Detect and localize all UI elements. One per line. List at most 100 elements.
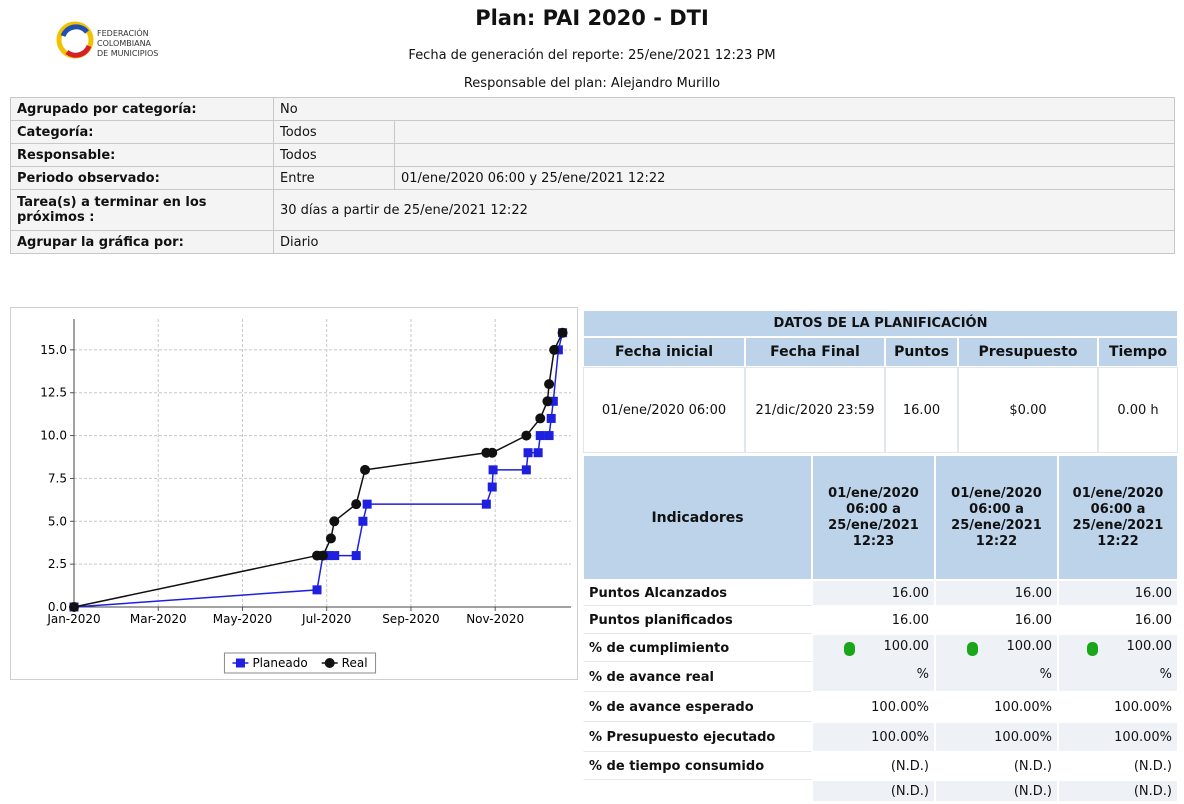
point [351,551,361,561]
point [488,465,498,475]
filters-table: Agrupado por categoría: No Categoría: Todo… [10,97,1175,254]
point [544,379,555,390]
point [317,550,328,561]
column-value: $0.00 [958,367,1098,453]
point [358,516,368,526]
legend-label: Real [342,656,368,670]
indicator-value: 100.00% [1058,692,1178,722]
point [69,602,79,612]
filter-label: Responsable: [10,143,274,167]
indicator-cell: 100.00 % [967,639,1052,689]
logo: FEDERACIÓN COLOMBIANA DE MUNICIPIOS [56,21,158,59]
indicator-label: % de avance esperado [583,692,812,722]
indicator-value: (N.D.) [812,752,935,780]
point [325,533,336,544]
status-dot [844,642,855,656]
indicator-label: Puntos planificados [583,606,812,634]
filler [583,780,812,802]
point [533,448,543,458]
indicator-value: 100.00% [935,692,1058,722]
column-value: 0.00 h [1098,367,1178,453]
point [549,344,560,355]
y-tick-label: 10.0 [40,429,67,443]
logo-text: COLOMBIANA [97,39,152,48]
indicator-value: 16.00 [1058,606,1178,634]
y-tick-label: 2.5 [48,557,67,571]
filter-label: Periodo observado: [10,166,274,190]
indicator-value: (N.D.) [935,752,1058,780]
title: Plan: PAI 2020 - DTI [475,6,709,30]
logo-text: DE MUNICIPIOS [97,49,158,58]
filter-value: Diario [273,230,1175,254]
indicator-value: 16.00 [812,606,935,634]
legend-box [223,652,377,674]
point [535,413,546,424]
filter-value: Todos [273,120,395,144]
indicator-value: (N.D.) [935,780,1058,802]
legend: Planeado Real [223,652,377,674]
x-tick-label: Nov-2020 [466,612,524,626]
period-header: 01/ene/2020 06:00 a 25/ene/2021 12:22 [935,455,1058,580]
indicator-value: 16.00 [935,606,1058,634]
indicators-header: Indicadores [583,455,812,580]
point [557,327,568,338]
filter-label: Categoría: [10,120,274,144]
x-tick-label: Mar-2020 [130,612,187,626]
y-tick-label: 12.5 [40,386,67,400]
generated: Fecha de generación del reporte: 25/ene/… [408,48,776,63]
x-tick-label: Sep-2020 [382,612,440,626]
indicator-value: 100.00 % [1058,634,1178,692]
point [324,658,335,668]
column-header: Fecha inicial [583,337,745,367]
column-header: Tiempo [1098,337,1178,367]
logo-text: FEDERACIÓN [97,27,149,38]
indicator-value: 100.00 % [812,634,935,692]
indicator-value: 100.00% [812,722,935,752]
filter-label: Agrupado por categoría: [10,97,274,121]
column-value: 16.00 [885,367,958,453]
point [542,396,553,407]
y-tick-label: 7.5 [48,471,67,485]
indicator-value: (N.D.) [812,780,935,802]
legend-label: Planeado [252,656,307,670]
filter-value: 30 días a partir de 25/ene/2021 12:22 [273,189,1175,231]
indicator-label: % de tiempo consumido [583,752,812,780]
point [523,448,533,458]
indicator-label: % de cumplimiento [583,634,812,662]
indicator-value: 16.00 [812,580,935,606]
point [235,658,245,668]
point [521,430,532,441]
y-tick-label: 15.0 [40,343,67,357]
point [324,551,334,561]
indicator-value-text: 100.00 % [1126,639,1173,682]
filter-value: Todos [273,143,395,167]
point [362,499,372,509]
point [330,551,340,561]
indicator-label: Puntos Alcanzados [583,580,812,606]
column-value: 21/dic/2020 23:59 [745,367,885,453]
status-dot [967,642,978,656]
point [535,431,545,441]
indicator-value-text: 100.00 % [883,639,930,682]
indicator-value-text: 100.00 % [1006,639,1053,682]
indicator-label: % de avance real [583,662,812,692]
point [546,413,556,423]
owner: Responsable del plan: Alejandro Murillo [463,76,721,91]
period-header: 01/ene/2020 06:00 a 25/ene/2021 12:22 [1058,455,1178,580]
point [487,482,497,492]
filter-label: Tarea(s) a terminar en los próximos : [10,189,274,231]
filter-label: Agrupar la gráfica por: [10,230,274,254]
chart: 0.0 2.5 5.0 7.5 10.0 12.5 15.0 Jan-2020 Mar-2020… [10,307,578,680]
indicator-value: 100.00% [935,722,1058,752]
column-header: Fecha Final [745,337,885,367]
indicator-value: 16.00 [935,580,1058,606]
indicator-value: (N.D.) [1058,780,1178,802]
point [487,447,498,458]
status-dot [1087,642,1098,656]
indicator-value: 100.00% [1058,722,1178,752]
y-tick-label: 0.0 [48,600,67,614]
point [521,465,531,475]
point [481,499,491,509]
planning-title: DATOS DE LA PLANIFICACIÓN [583,310,1178,337]
